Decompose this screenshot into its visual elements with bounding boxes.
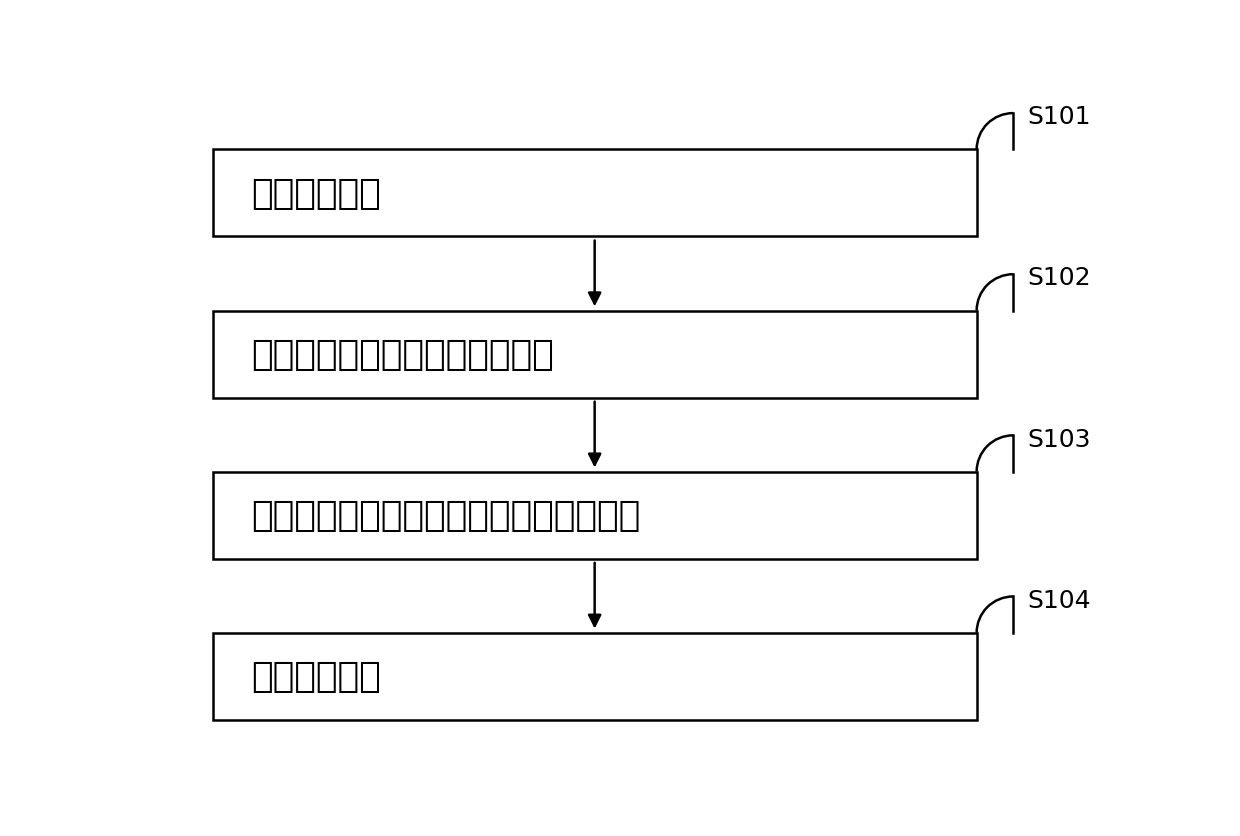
Text: S101: S101 [1028, 105, 1091, 130]
Text: S104: S104 [1028, 588, 1091, 612]
Text: 依据高低电平信号识别出对应的声波指令: 依据高低电平信号识别出对应的声波指令 [250, 498, 640, 533]
Bar [213, 472, 977, 559]
Text: 获取声音信号: 获取声音信号 [250, 176, 381, 211]
Text: 执行声波指令: 执行声波指令 [250, 660, 381, 693]
Text: S103: S103 [1028, 427, 1091, 451]
Bar [213, 150, 977, 237]
Text: 将声音信号转换为高低电平信号: 将声音信号转换为高低电平信号 [250, 338, 554, 371]
Text: S102: S102 [1028, 266, 1091, 290]
Bar [213, 633, 977, 720]
Bar [213, 311, 977, 398]
